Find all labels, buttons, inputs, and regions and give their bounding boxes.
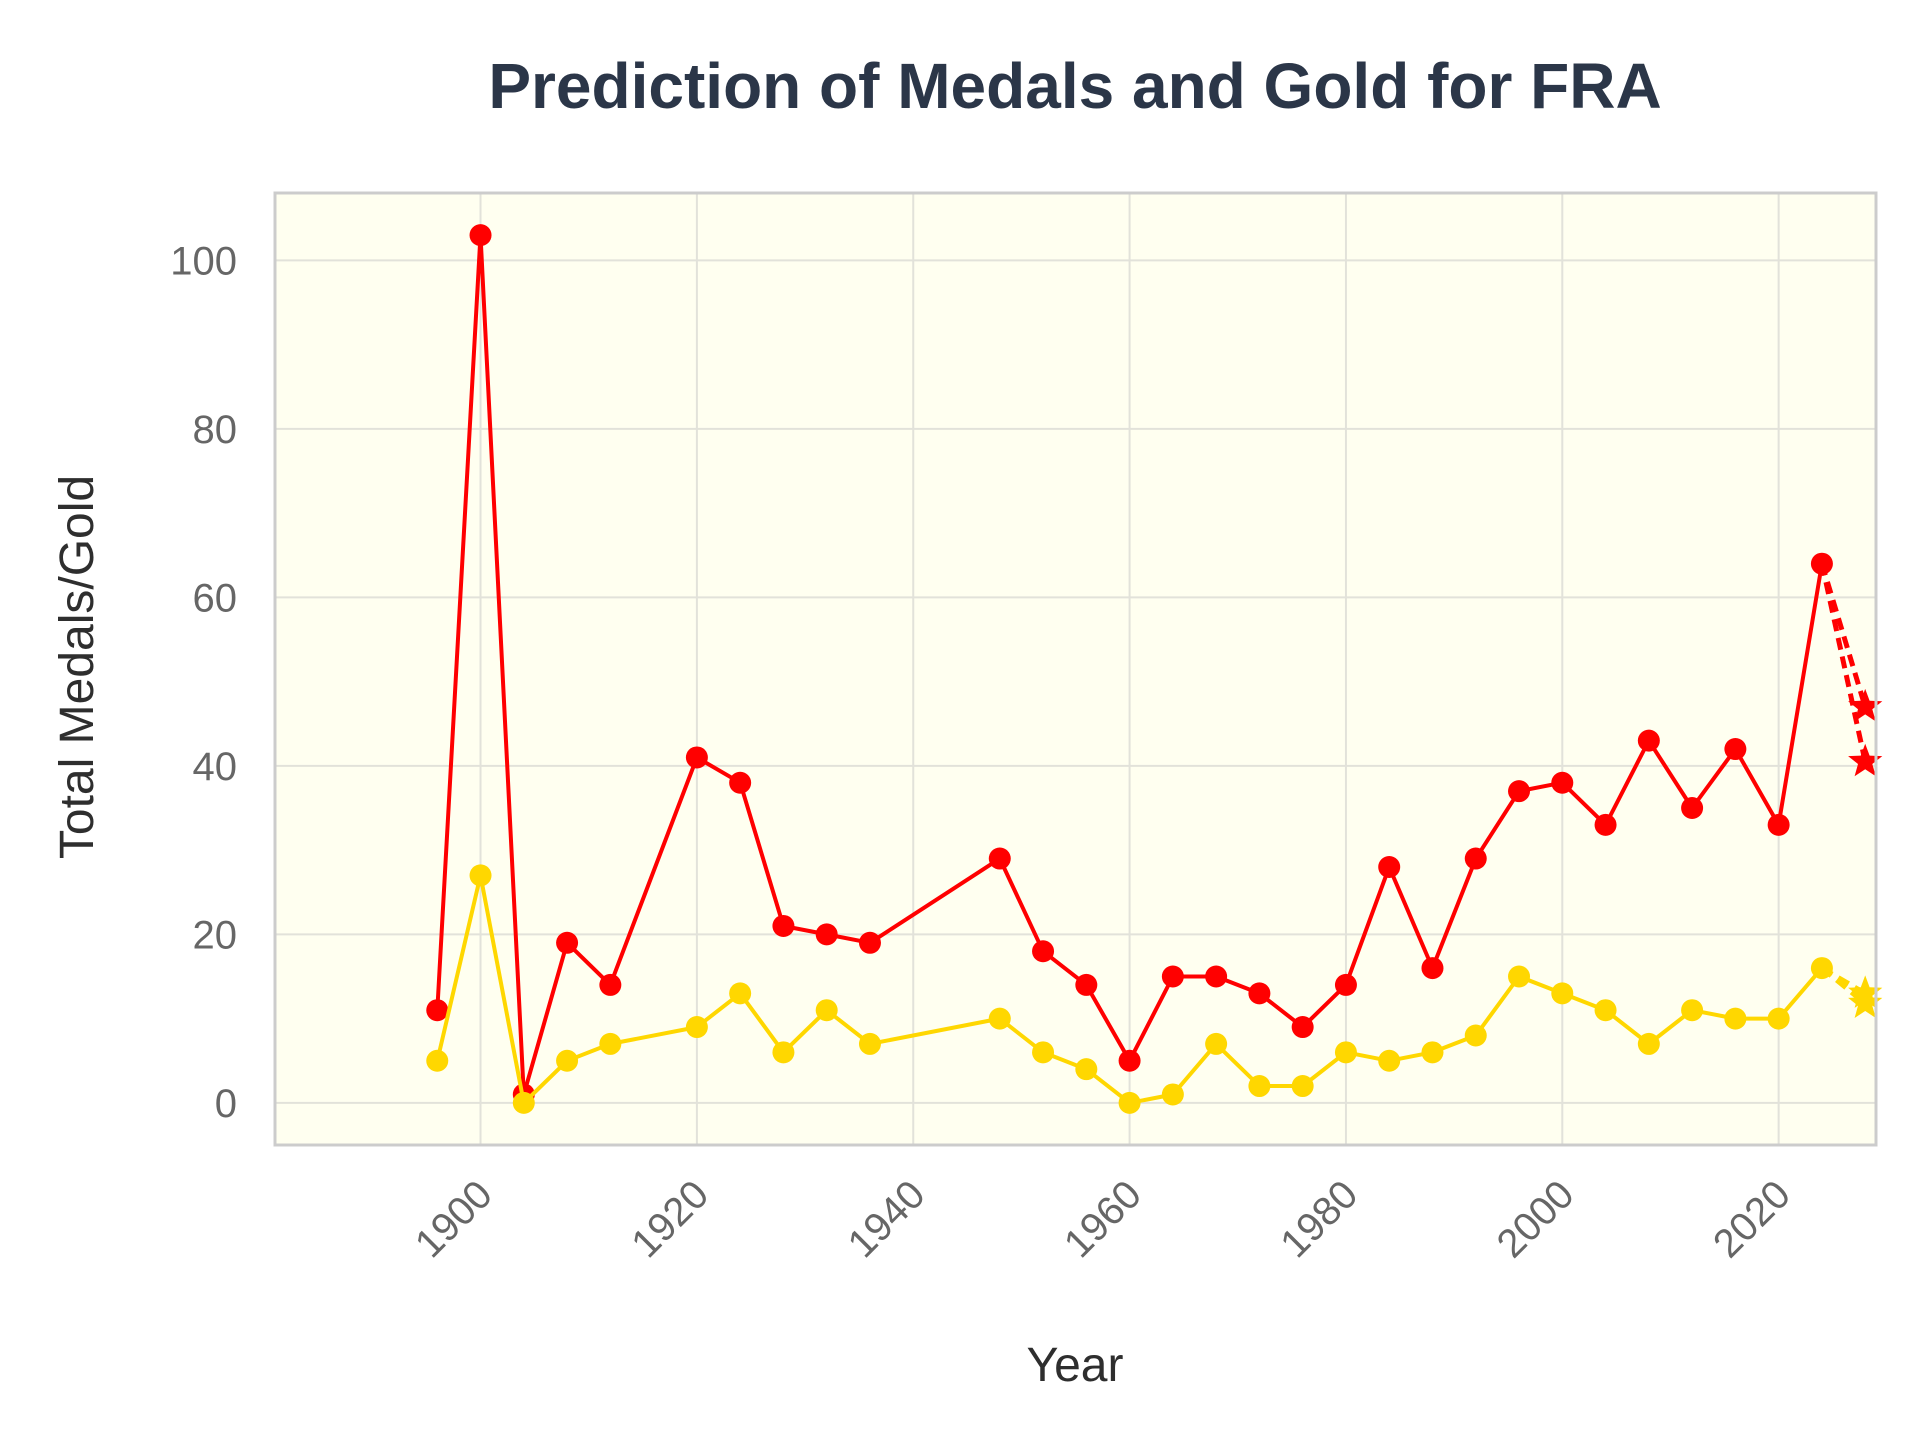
data-point <box>1032 940 1055 963</box>
data-point <box>1291 1016 1314 1039</box>
data-point <box>685 1016 708 1039</box>
data-point <box>556 1049 579 1072</box>
data-point <box>1161 1083 1184 1106</box>
prediction-0 <box>1819 562 1883 777</box>
data-point <box>1248 982 1271 1005</box>
data-point <box>1508 965 1531 988</box>
data-point <box>1032 1041 1055 1064</box>
x-tick-label: 1920 <box>623 1172 717 1266</box>
data-point <box>469 224 492 247</box>
data-point <box>729 771 752 794</box>
data-point <box>1637 1032 1660 1055</box>
data-point <box>858 1032 881 1055</box>
data-point <box>1551 982 1574 1005</box>
data-point <box>1421 957 1444 980</box>
data-point <box>1421 1041 1444 1064</box>
data-point <box>1724 1007 1747 1030</box>
data-point <box>1205 965 1228 988</box>
x-tick-label: 1940 <box>840 1172 934 1266</box>
data-point <box>469 864 492 887</box>
x-axis-label: Year <box>1027 1339 1124 1392</box>
y-tick-label: 80 <box>193 408 238 452</box>
chart-title: Prediction of Medals and Gold for FRA <box>488 50 1661 122</box>
plot-area <box>275 193 1876 1145</box>
grid <box>275 193 1876 1145</box>
series-1 <box>426 864 1833 1114</box>
x-tick-label: 1960 <box>1056 1172 1150 1266</box>
data-point <box>1681 797 1704 820</box>
x-tick-label: 1900 <box>407 1172 501 1266</box>
data-point <box>1378 1049 1401 1072</box>
data-point <box>1464 1024 1487 1047</box>
data-point <box>772 914 795 937</box>
data-point <box>1724 738 1747 761</box>
data-point <box>556 931 579 954</box>
data-point <box>1681 999 1704 1022</box>
data-point <box>1118 1091 1141 1114</box>
plot-frame <box>273 191 1878 1147</box>
data-point <box>1118 1049 1141 1072</box>
data-point <box>1205 1032 1228 1055</box>
y-tick-label: 60 <box>193 576 238 620</box>
data-point <box>1291 1075 1314 1098</box>
y-tick-label: 0 <box>215 1082 237 1126</box>
x-tick-label: 2020 <box>1705 1172 1799 1266</box>
data-point <box>1508 780 1531 803</box>
data-point <box>988 847 1011 870</box>
data-point <box>1075 1058 1098 1081</box>
x-tick-label: 1980 <box>1272 1172 1366 1266</box>
y-axis-label: Total Medals/Gold <box>51 475 104 859</box>
series-0 <box>426 224 1833 1106</box>
data-point <box>1637 729 1660 752</box>
data-point <box>1594 813 1617 836</box>
series-layer <box>426 224 1833 1114</box>
data-point <box>1378 855 1401 878</box>
data-point <box>426 1049 449 1072</box>
data-point <box>729 982 752 1005</box>
data-point <box>599 973 622 996</box>
prediction-line <box>1819 563 1868 763</box>
data-point <box>772 1041 795 1064</box>
y-tick-label: 20 <box>193 913 238 957</box>
y-tick-label: 40 <box>193 745 238 789</box>
data-point <box>1767 1007 1790 1030</box>
data-point <box>685 746 708 769</box>
data-point <box>1161 965 1184 988</box>
x-tick-label: 2000 <box>1489 1172 1583 1266</box>
data-point <box>1594 999 1617 1022</box>
prediction-layer <box>1819 562 1883 1018</box>
data-point <box>815 999 838 1022</box>
data-point <box>426 999 449 1022</box>
data-point <box>1464 847 1487 870</box>
prediction-1 <box>1820 965 1883 1018</box>
data-point <box>858 931 881 954</box>
y-tick-label: 100 <box>170 239 237 283</box>
data-point <box>599 1032 622 1055</box>
data-point <box>815 923 838 946</box>
data-point <box>1248 1075 1271 1098</box>
data-point <box>512 1091 535 1114</box>
data-point <box>1075 973 1098 996</box>
data-point <box>988 1007 1011 1030</box>
data-point <box>1334 973 1357 996</box>
data-point <box>1334 1041 1357 1064</box>
series-line <box>435 233 1824 1097</box>
prediction-star <box>1848 743 1883 777</box>
prediction-star <box>1848 688 1883 722</box>
prediction-star <box>1848 985 1883 1018</box>
data-point <box>1551 771 1574 794</box>
data-point <box>1767 813 1790 836</box>
